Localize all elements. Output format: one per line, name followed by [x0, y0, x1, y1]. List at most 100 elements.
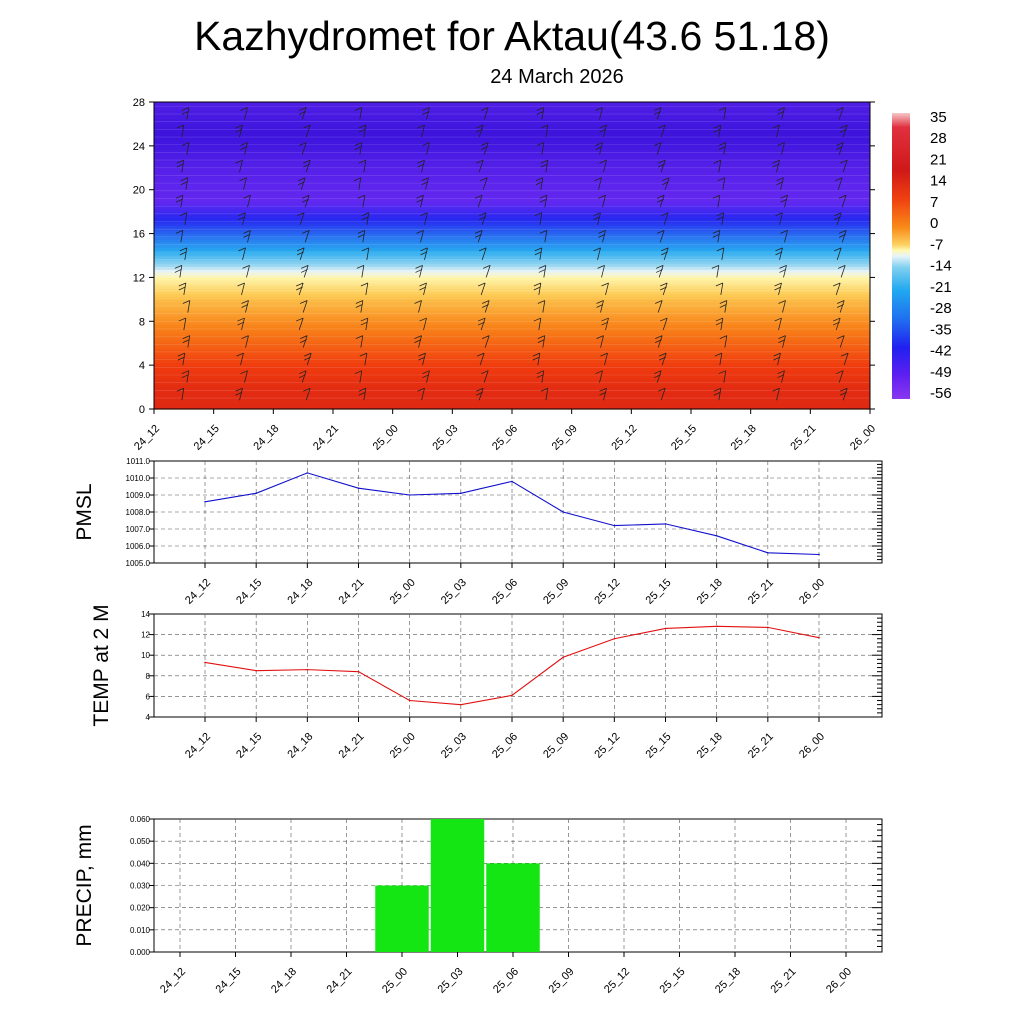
wind-barb-flag: [719, 335, 727, 339]
wind-barb-flag: [774, 282, 782, 287]
wind-barb-flag: [778, 339, 786, 343]
wind-barb-flag: [657, 163, 665, 168]
cross-xtick-label: 24_21: [311, 423, 341, 453]
pmsl-xtick-label: 25_12: [592, 577, 622, 607]
wind-barb-flag: [654, 142, 662, 146]
wind-barb: [597, 247, 601, 260]
wind-barb-flag: [653, 374, 661, 379]
wind-barb-flag: [237, 317, 245, 322]
wind-barb-flag: [477, 321, 485, 326]
wind-barb-flag: [475, 194, 483, 199]
wind-barb: [185, 177, 189, 190]
temperature-band: [154, 236, 870, 240]
temperature-band: [154, 293, 870, 298]
wind-barb: [537, 353, 541, 366]
pmsl-chart: 1005.0 1006.0 1007.0 1008.0 1009.0 1010.0 1011…: [73, 457, 883, 607]
wind-barb: [603, 124, 607, 138]
wind-barb: [480, 282, 486, 296]
temperature-band: [154, 359, 870, 364]
wind-barb-flag: [238, 247, 246, 252]
temperature-band: [154, 104, 870, 109]
temp-xtick-label: 25_15: [644, 731, 674, 761]
cross-ytick-label: 8: [139, 316, 145, 328]
wind-barb-flag: [181, 370, 189, 375]
wind-barb: [301, 107, 307, 120]
cross-xtick-label: 25_12: [609, 423, 639, 453]
wind-barb: [719, 353, 723, 366]
wind-barb: [187, 335, 191, 348]
temperature-band: [154, 132, 870, 136]
wind-barb: [303, 265, 309, 278]
pmsl-ytick-label: 1007.0: [126, 525, 151, 534]
pmsl-xtick-label: 25_15: [644, 577, 674, 607]
wind-barb-flag: [298, 177, 306, 182]
wind-barb-flag: [302, 194, 310, 199]
wind-barb-flag: [839, 194, 847, 199]
temperature-band: [154, 351, 870, 355]
wind-barb-flag: [656, 265, 664, 269]
wind-barb-flag: [474, 233, 482, 238]
temperature-band: [154, 173, 870, 177]
wind-barb-flag: [595, 142, 603, 146]
wind-barb: [365, 317, 369, 331]
pmsl-xtick-label: 25_09: [541, 577, 571, 607]
wind-barb: [776, 124, 780, 138]
wind-barb-flag: [540, 124, 548, 129]
wind-barb: [659, 195, 665, 208]
temp-point: [357, 670, 360, 673]
wind-barb: [424, 247, 428, 260]
wind-barb: [778, 317, 782, 331]
wind-barb: [718, 125, 722, 138]
wind-barb-flag: [478, 317, 486, 322]
wind-barb-flag: [718, 370, 726, 375]
colorbar-label: -7: [930, 236, 943, 253]
wind-barb-flag: [416, 229, 424, 234]
temp-xtick-label: 25_00: [388, 731, 418, 761]
wind-barb-flag: [715, 321, 723, 326]
wind-barb-flag: [181, 374, 189, 379]
wind-barb-flag: [357, 229, 365, 234]
pmsl-xtick-label: 25_03: [439, 577, 469, 607]
wind-barb-flag: [481, 370, 489, 375]
wind-barb-flag: [535, 181, 543, 186]
wind-barb-flag: [712, 233, 720, 238]
temperature-band: [154, 324, 870, 328]
wind-barb: [478, 124, 484, 138]
temperature-band: [154, 392, 870, 396]
temperature-band: [154, 165, 870, 169]
wind-barb: [180, 195, 184, 208]
wind-barb-flag: [780, 198, 788, 203]
temperature-band: [154, 288, 870, 292]
wind-barb-flag: [839, 128, 847, 133]
wind-barb: [186, 142, 190, 155]
precip-chart: 0.000 0.010 0.020 0.030 0.040 0.050 0.060 24_12…: [73, 815, 883, 996]
temperature-band: [154, 192, 870, 196]
wind-barb: [656, 142, 662, 155]
wind-barb: [184, 212, 188, 225]
wind-barb-flag: [660, 251, 668, 256]
wind-barb-flag: [180, 177, 188, 182]
wind-barb-flag: [422, 142, 430, 146]
temperature-band: [154, 304, 870, 309]
wind-barb-flag: [837, 300, 845, 304]
wind-barb: [299, 212, 305, 225]
temperature-band: [154, 356, 870, 361]
wind-barb: [657, 335, 663, 348]
wind-barb-flag: [718, 146, 726, 150]
pmsl-xtick-label: 24_15: [234, 577, 264, 607]
wind-barb-flag: [841, 352, 849, 357]
wind-barb-flag: [419, 317, 427, 322]
temp-point: [715, 625, 718, 628]
pmsl-xtick-label: 25_00: [388, 577, 418, 607]
wind-barb-flag: [839, 229, 847, 234]
wind-barb-flag: [540, 387, 548, 392]
temperature-band: [154, 134, 870, 139]
wind-barb-flag: [414, 300, 422, 304]
wind-barb: [782, 335, 786, 348]
wind-barb-flag: [777, 107, 785, 111]
cross-ytick-label: 0: [139, 404, 145, 416]
wind-barb-flag: [358, 128, 366, 133]
pmsl-point: [408, 494, 411, 496]
wind-barb-flag: [538, 269, 546, 273]
wind-barb-flag: [421, 181, 429, 186]
